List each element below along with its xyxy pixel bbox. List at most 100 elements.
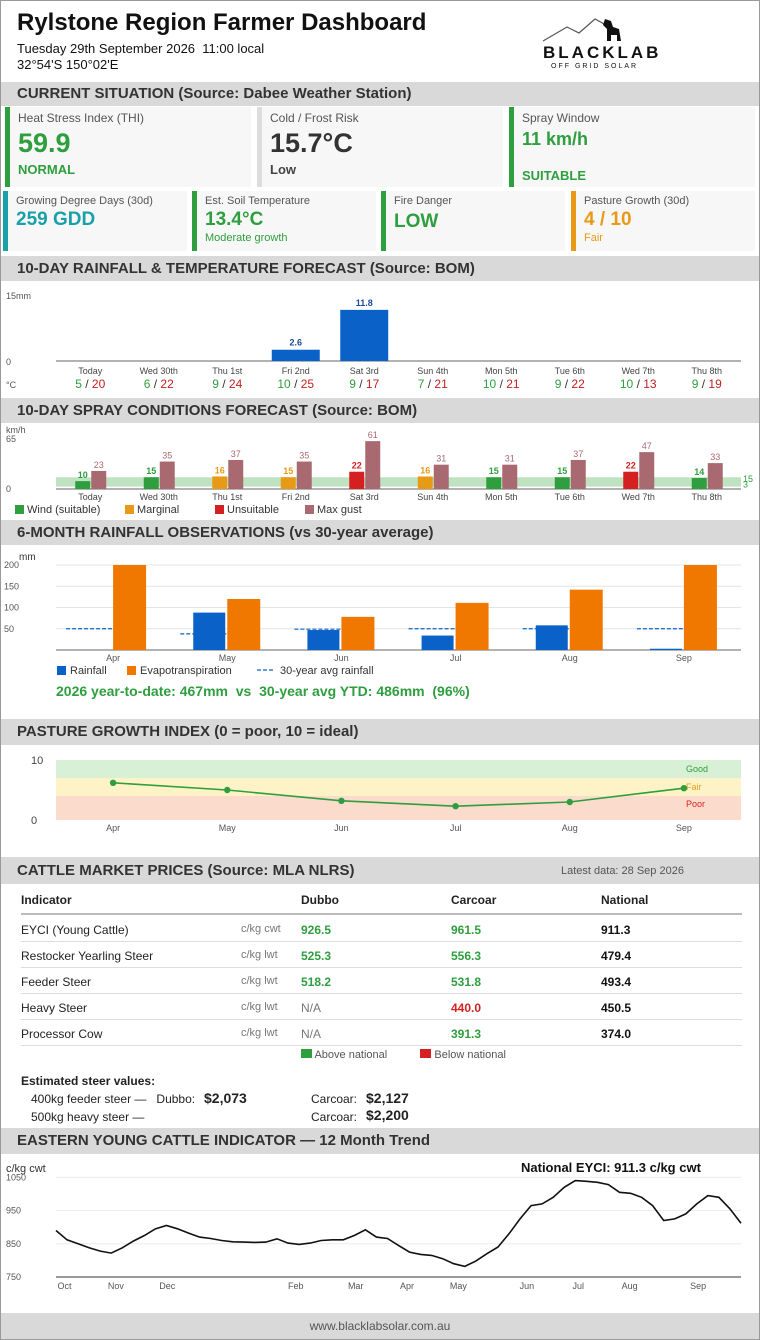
spray-yunit-label: km/h bbox=[6, 425, 26, 435]
footer-url-link[interactable]: www.blacklabsolar.com.au bbox=[309, 1319, 451, 1333]
spray-gust-label: 47 bbox=[642, 441, 652, 451]
gdd-value: 259 GDD bbox=[16, 209, 96, 230]
obs-month-label: Jul bbox=[450, 653, 462, 663]
obs-legend-evapo-label: Evapotranspiration bbox=[140, 665, 232, 677]
rain-fc-temp-label: 10 / 21 bbox=[483, 377, 520, 391]
obs-rainfall-bar bbox=[535, 625, 568, 650]
obs-month-label: Jun bbox=[334, 653, 349, 663]
spray-gust-label: 37 bbox=[573, 449, 583, 459]
pasture-index-point bbox=[566, 798, 573, 806]
rain-fc-temp-label: 9 / 17 bbox=[349, 377, 379, 391]
rain-fc-day-label: Sun 4th bbox=[417, 366, 448, 376]
spray-gust-label: 61 bbox=[368, 430, 378, 440]
pasture-fair-label: Fair bbox=[686, 782, 702, 792]
thi-card: Heat Stress Index (THI) 59.9 NORMAL bbox=[5, 107, 251, 187]
market-unit: c/kg lwt bbox=[241, 975, 278, 987]
spray-wind-label: 16 bbox=[420, 465, 430, 475]
pasture-index-line bbox=[113, 782, 685, 808]
spray-status: SUITABLE bbox=[522, 168, 587, 183]
heavy-carcoar-label: Carcoar: bbox=[311, 1110, 358, 1124]
rain-fc-temp-label: 9 / 22 bbox=[555, 377, 585, 391]
obs-month-label: Aug bbox=[562, 653, 578, 663]
eyci-ytick-label: 950 bbox=[6, 1206, 21, 1216]
mountain-dog-icon bbox=[542, 18, 621, 42]
soil-value: 13.4°C bbox=[205, 209, 264, 230]
rain-fc-temp-label: 6 / 22 bbox=[144, 377, 174, 391]
pasture-month-label: Jun bbox=[334, 823, 349, 833]
pasture-label: Pasture Growth (30d) bbox=[584, 195, 690, 207]
spray-gust-bar bbox=[228, 459, 244, 489]
market-latest-date: Latest data: 28 Sep 2026 bbox=[561, 865, 684, 877]
spray-wind-bar bbox=[486, 477, 502, 489]
spray-gust-bar bbox=[502, 464, 518, 489]
heavy-steer-label: 500kg heavy steer — bbox=[31, 1110, 145, 1124]
rain-fc-day-label: Wed 7th bbox=[622, 366, 655, 376]
spray-gust-bar bbox=[433, 464, 449, 489]
market-carcoar-price: 556.3 bbox=[451, 949, 482, 963]
feeder-steer-dubbo: $2,073 bbox=[204, 1090, 247, 1106]
obs-legend-evapo-swatch bbox=[127, 666, 136, 675]
spray-band-bottom-label: 3 bbox=[743, 480, 748, 490]
obs-month-label: May bbox=[219, 653, 237, 663]
eyci-month-label: May bbox=[450, 1281, 468, 1291]
market-heading-text: CATTLE MARKET PRICES (Source: MLA NLRS) bbox=[17, 862, 355, 879]
spray-wind-label: 15 bbox=[283, 466, 293, 476]
rain-fc-day-label: Thu 1st bbox=[212, 366, 243, 376]
frost-card: Cold / Frost Risk 15.7°C Low bbox=[257, 107, 503, 187]
pasture-poor-label: Poor bbox=[686, 799, 705, 809]
pasture-index-point bbox=[338, 797, 345, 804]
soil-label: Est. Soil Temperature bbox=[205, 195, 310, 207]
obs-yunit-label: mm bbox=[19, 552, 36, 563]
spray-gust-bar bbox=[570, 459, 586, 489]
above-national-label: Above national bbox=[314, 1049, 388, 1061]
current-situation-heading: CURRENT SITUATION (Source: Dabee Weather… bbox=[1, 82, 759, 106]
gdd-label: Growing Degree Days (30d) bbox=[16, 195, 153, 207]
spray-day-label: Wed 30th bbox=[140, 492, 178, 502]
spray-gust-bar bbox=[707, 463, 723, 489]
market-dubbo-price: 525.3 bbox=[301, 949, 332, 963]
spray-legend-swatch bbox=[125, 505, 134, 514]
obs-evapo-bar bbox=[683, 565, 717, 650]
below-national-swatch bbox=[420, 1049, 432, 1058]
pasture-good-zone bbox=[56, 760, 741, 778]
col-national: National bbox=[601, 893, 649, 907]
spray-forecast-heading: 10-DAY SPRAY CONDITIONS FORECAST (Source… bbox=[1, 398, 759, 423]
obs-evapo-bar bbox=[227, 599, 261, 650]
spray-label: Spray Window bbox=[522, 111, 600, 125]
rain-fc-temp-label: 9 / 24 bbox=[212, 377, 242, 391]
spray-value: 11 km/h bbox=[522, 129, 589, 149]
pasture-ymin-label: 0 bbox=[31, 815, 37, 827]
spray-wind-bar bbox=[349, 471, 365, 489]
spray-suitable-band bbox=[56, 477, 741, 487]
market-indicator-name: Processor Cow bbox=[21, 1027, 103, 1041]
obs-rainfall-bar bbox=[193, 612, 226, 650]
market-national-price: 479.4 bbox=[601, 949, 632, 963]
frost-value: 15.7°C bbox=[270, 128, 353, 158]
feeder-steer-label: 400kg feeder steer — Dubbo: bbox=[31, 1092, 196, 1106]
market-national-price: 493.4 bbox=[601, 975, 632, 989]
spray-wind-label: 15 bbox=[557, 466, 567, 476]
below-national-label: Below national bbox=[434, 1049, 506, 1061]
market-table-row: EYCI (Young Cattle) c/kg cwt 926.5 961.5 911… bbox=[21, 915, 742, 942]
eyci-ytick-label: 850 bbox=[6, 1239, 21, 1249]
market-unit: c/kg lwt bbox=[241, 1001, 278, 1013]
pasture-index-heading: PASTURE GROWTH INDEX (0 = poor, 10 = ide… bbox=[1, 719, 759, 745]
rain-fc-temp-label: 10 / 25 bbox=[277, 377, 314, 391]
eyci-ytick-label: 1050 bbox=[6, 1172, 26, 1182]
soil-status: Moderate growth bbox=[205, 232, 288, 244]
spray-gust-bar bbox=[639, 452, 655, 489]
spray-day-label: Thu 8th bbox=[691, 492, 722, 502]
obs-rainfall-bar bbox=[421, 635, 454, 650]
market-table-header: Indicator Dubbo Carcoar National bbox=[21, 885, 742, 915]
pasture-index-point bbox=[109, 779, 117, 786]
fire-label: Fire Danger bbox=[394, 195, 453, 207]
pasture-status: Fair bbox=[584, 232, 603, 244]
obs-rainfall-bar bbox=[307, 630, 340, 650]
eyci-national-label: National EYCI: 911.3 c/kg cwt bbox=[521, 1160, 702, 1175]
obs-legend-rainfall-label: Rainfall bbox=[70, 665, 107, 677]
obs-legend-rainfall-swatch bbox=[57, 666, 66, 675]
spray-day-label: Thu 1st bbox=[212, 492, 243, 502]
